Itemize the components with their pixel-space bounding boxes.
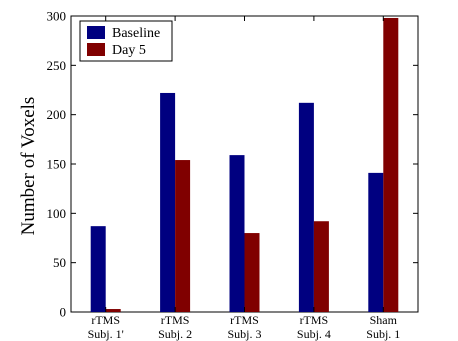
x-tick-label: Subj. 4 <box>297 327 331 341</box>
y-axis-label: Number of Voxels <box>18 97 39 236</box>
x-tick-label: rTMS <box>230 313 259 327</box>
x-tick-label: Subj. 1' <box>88 327 124 341</box>
bar-baseline <box>90 226 106 312</box>
x-tick-label: rTMS <box>91 313 120 327</box>
x-tick-label: Subj. 2 <box>158 327 192 341</box>
x-tick-label: Subj. 3 <box>227 327 261 341</box>
bar-day-5 <box>313 221 329 312</box>
y-tick-label: 200 <box>47 107 67 122</box>
x-tick-label: Sham <box>370 313 398 327</box>
y-tick-label: 250 <box>47 58 67 73</box>
bar-day-5 <box>383 17 399 313</box>
legend-label: Day 5 <box>112 43 146 58</box>
legend-swatch <box>87 26 105 39</box>
y-tick-label: 100 <box>47 206 67 221</box>
bar-baseline <box>229 155 245 312</box>
legend-label: Baseline <box>112 26 160 41</box>
y-tick-label: 0 <box>60 305 67 320</box>
bar-baseline <box>368 172 384 312</box>
legend: Baseline Day 5 <box>79 20 173 62</box>
y-tick-label: 300 <box>47 9 67 24</box>
bar-baseline <box>160 92 176 313</box>
x-tick-label: rTMS <box>161 313 190 327</box>
bar-baseline <box>298 102 314 313</box>
x-tick-label: Subj. 1 <box>366 327 400 341</box>
y-tick-label: 150 <box>47 157 67 172</box>
bar-day-5 <box>244 233 260 312</box>
legend-swatch <box>87 43 105 56</box>
bar-day-5 <box>105 309 121 312</box>
x-tick-label: rTMS <box>300 313 329 327</box>
bar-day-5 <box>175 160 191 312</box>
y-tick-label: 50 <box>53 255 66 270</box>
